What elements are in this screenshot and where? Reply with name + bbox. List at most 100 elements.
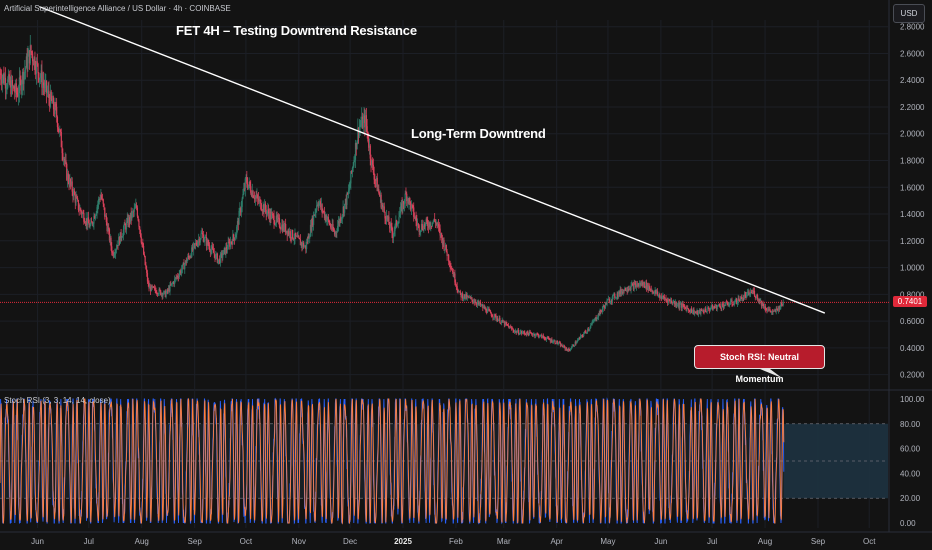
candle-body <box>304 245 306 247</box>
candle-body <box>524 332 526 334</box>
candle-body <box>573 345 576 347</box>
candle-body <box>739 296 742 301</box>
candle-body <box>445 244 447 252</box>
candle-body <box>112 252 114 257</box>
candle-body <box>234 237 236 240</box>
candle-body <box>704 309 706 313</box>
candle-body <box>777 309 779 311</box>
candle-body <box>170 284 172 286</box>
candle-body <box>162 294 164 297</box>
candle-body <box>627 289 629 291</box>
candle-body <box>639 284 641 286</box>
candle-body <box>684 307 687 309</box>
candle-body <box>427 221 429 227</box>
candle-body <box>635 283 637 288</box>
candle-body <box>697 310 699 315</box>
candle-body <box>207 240 209 245</box>
candle-body <box>752 290 754 293</box>
candle-body <box>645 282 647 288</box>
price-tick-label: 0.2000 <box>900 371 925 380</box>
candle-body <box>530 332 532 334</box>
candle-body <box>532 334 534 336</box>
candle-body <box>325 215 327 222</box>
candle-body <box>243 188 246 190</box>
candle-body <box>85 218 87 224</box>
candle-body <box>698 309 700 312</box>
candle-body <box>502 319 504 323</box>
currency-button[interactable]: USD <box>893 4 925 23</box>
candle-body <box>743 294 745 299</box>
candle-body <box>345 198 347 205</box>
candle-body <box>369 145 371 159</box>
candle-body <box>611 300 613 302</box>
candle-body <box>511 328 513 330</box>
candle-body <box>326 217 329 220</box>
candle-body <box>550 339 552 342</box>
candle-body <box>594 317 596 319</box>
candle-body <box>771 311 773 313</box>
candle-body <box>448 261 451 265</box>
candle-body <box>614 297 617 299</box>
candle-body <box>667 299 669 303</box>
candle-body <box>720 307 722 309</box>
candle-body <box>474 301 476 303</box>
candle-body <box>257 198 260 202</box>
candle-body <box>531 332 533 335</box>
candle-body <box>94 215 97 219</box>
candle-body <box>553 340 555 342</box>
candle-body <box>561 344 563 347</box>
candle-body <box>78 209 80 211</box>
candle-body <box>192 244 194 251</box>
price-tick-label: 1.8000 <box>900 157 925 166</box>
candle-body <box>424 222 426 227</box>
candle-body <box>277 217 279 219</box>
time-tick-label: Mar <box>497 537 511 546</box>
candle-body <box>523 331 525 333</box>
time-tick-label: Jun <box>654 537 667 546</box>
candle-body <box>462 297 465 299</box>
candle-body <box>543 337 545 339</box>
candle-body <box>100 195 102 200</box>
candle-body <box>272 214 274 216</box>
candle-body <box>595 317 597 320</box>
candle-body <box>177 276 180 278</box>
candle-body <box>757 299 759 302</box>
candle-body <box>259 199 261 201</box>
candle-body <box>101 195 103 199</box>
candle-body <box>753 290 755 292</box>
candle-body <box>391 226 393 233</box>
candle-body <box>139 226 141 230</box>
candle-body <box>155 290 157 294</box>
candle-body <box>374 179 376 181</box>
candle-body <box>499 317 501 323</box>
candle-body <box>529 331 531 333</box>
candle-body <box>718 304 720 306</box>
candle-body <box>520 331 522 333</box>
candle-body <box>331 224 333 229</box>
candle-body <box>738 298 740 301</box>
candle-body <box>140 236 142 243</box>
candle-body <box>597 313 600 318</box>
candle-body <box>399 206 402 214</box>
candle-body <box>514 330 517 332</box>
candle-body <box>662 295 664 298</box>
candle-body <box>36 61 38 64</box>
candle-body <box>134 207 136 209</box>
candle-body <box>247 183 249 189</box>
candle-body <box>169 284 171 292</box>
candle-body <box>291 230 293 239</box>
candle-body <box>306 242 308 243</box>
candle-body <box>601 308 603 312</box>
candle-body <box>509 326 511 329</box>
candle-body <box>756 295 759 300</box>
candle-body <box>260 209 263 211</box>
candle-body <box>650 289 652 291</box>
candle-body <box>16 92 18 95</box>
candle-body <box>517 330 520 335</box>
candle-body <box>83 213 85 222</box>
candle-body <box>747 291 749 293</box>
candle-body <box>477 301 479 303</box>
candle-body <box>178 273 180 278</box>
candle-body <box>423 224 426 227</box>
